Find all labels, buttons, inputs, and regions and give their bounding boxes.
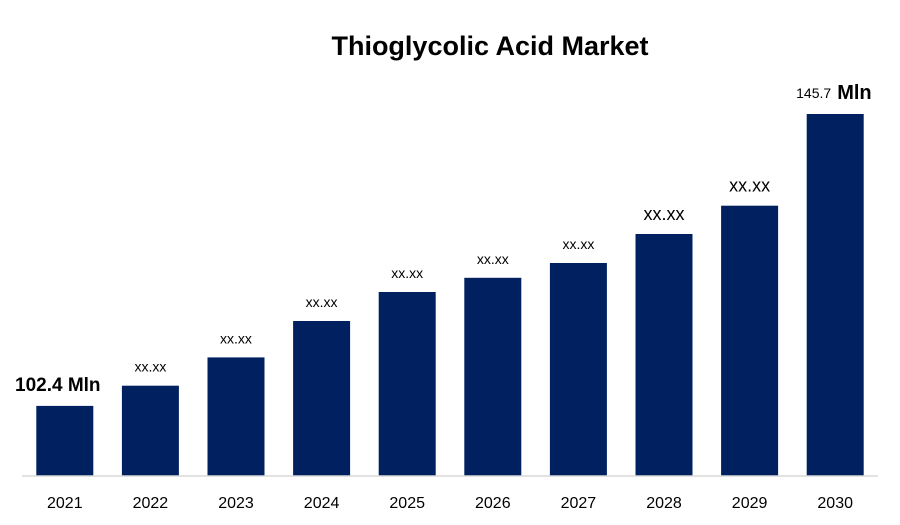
bars-group xyxy=(36,114,864,476)
x-tick-2026: 2026 xyxy=(475,495,511,512)
data-label-unit-2030: Mln xyxy=(837,82,871,104)
x-tick-labels: 2021 2022 2023 2024 2025 2026 2027 2028 2029 2030 xyxy=(47,495,853,512)
chart-title: Thioglycolic Acid Market xyxy=(331,31,648,61)
x-tick-2025: 2025 xyxy=(389,495,425,512)
bar-2030 xyxy=(806,114,864,476)
data-label-2026: xx.xx xyxy=(477,251,509,267)
data-label-2027: xx.xx xyxy=(562,236,594,252)
data-label-2023: xx.xx xyxy=(220,330,252,346)
x-tick-2029: 2029 xyxy=(732,495,768,512)
bar-2025 xyxy=(378,292,436,476)
data-label-2025: xx.xx xyxy=(391,265,423,281)
data-label-2028: xx.xx xyxy=(643,204,684,224)
bar-2028 xyxy=(635,234,693,476)
bar-2023 xyxy=(207,357,265,476)
x-tick-2024: 2024 xyxy=(304,495,340,512)
bar-2029 xyxy=(721,205,779,476)
x-tick-2022: 2022 xyxy=(133,495,169,512)
x-tick-2030: 2030 xyxy=(817,495,853,512)
data-label-2029: xx.xx xyxy=(729,176,770,196)
data-label-2021: 102.4 Mln xyxy=(15,375,101,396)
bar-2026 xyxy=(464,277,522,476)
x-tick-2027: 2027 xyxy=(561,495,597,512)
data-label-2022: xx.xx xyxy=(134,359,166,375)
x-tick-2023: 2023 xyxy=(218,495,254,512)
bar-2021 xyxy=(36,405,94,476)
data-labels: 102.4 Mln xx.xx xx.xx xx.xx xx.xx xx.xx xx.xx x… xyxy=(15,82,872,396)
data-label-2024: xx.xx xyxy=(306,294,338,310)
data-label-2030: 145.7 xyxy=(796,85,831,101)
x-tick-2028: 2028 xyxy=(646,495,682,512)
bar-2024 xyxy=(293,321,351,476)
bar-2027 xyxy=(549,263,607,476)
bar-2022 xyxy=(121,385,179,476)
x-tick-2021: 2021 xyxy=(47,495,83,512)
